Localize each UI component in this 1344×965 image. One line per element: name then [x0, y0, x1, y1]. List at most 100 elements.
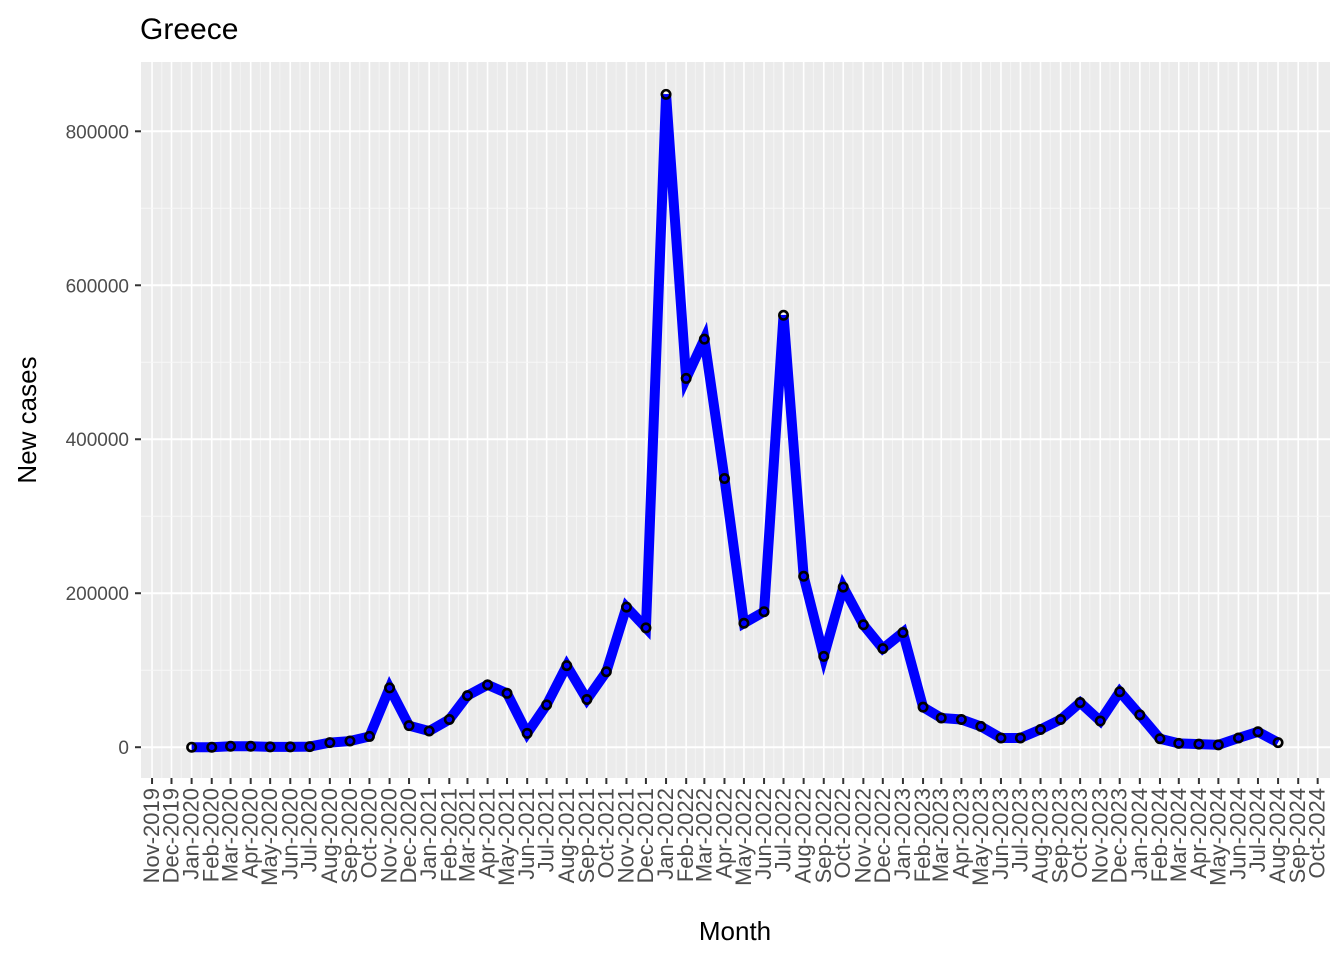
x-tick-label: Aug-2020 [317, 788, 342, 883]
y-major-gridlines [141, 130, 1330, 749]
y-axis: 0 200000 400000 600000 800000 [66, 122, 141, 759]
data-point [640, 622, 652, 634]
x-major-gridlines [151, 62, 1319, 778]
x-tick-label: Aug-2024 [1265, 788, 1290, 883]
data-point [738, 617, 750, 629]
x-tick-label: Nov-2021 [613, 788, 638, 883]
chart-title: Greece [140, 13, 238, 46]
data-point [837, 581, 849, 593]
data-point [975, 720, 987, 732]
x-tick-label: Jun-2022 [751, 788, 776, 880]
data-point [1173, 737, 1185, 749]
x-tick-label: Oct-2023 [1067, 788, 1092, 879]
x-tick-label: Nov-2020 [377, 788, 402, 883]
data-point [718, 473, 730, 485]
data-point [798, 570, 810, 582]
data-point [1252, 726, 1264, 738]
x-tick-label: Jul-2024 [1245, 788, 1270, 872]
data-point [600, 666, 612, 678]
data-point [857, 619, 869, 631]
data-point [680, 372, 692, 384]
data-point [264, 741, 276, 753]
data-point [443, 713, 455, 725]
x-tick-label: Jul-2023 [1007, 788, 1032, 872]
data-point [186, 741, 198, 753]
x-tick-label: May-2024 [1205, 788, 1230, 886]
x-tick-label: Dec-2020 [396, 788, 421, 883]
data-point [225, 740, 237, 752]
x-tick-label: Jun-2021 [514, 788, 539, 880]
y-tick-label: 800000 [66, 122, 129, 143]
data-point [698, 333, 710, 345]
y-tick-label: 400000 [66, 430, 129, 451]
x-tick-label: Dec-2023 [1107, 788, 1132, 883]
x-tick-label: Apr-2022 [711, 788, 736, 879]
data-point [1232, 732, 1244, 744]
x-minor-gridlines [161, 62, 1309, 778]
x-tick-label: Oct-2021 [593, 788, 618, 879]
data-point [1074, 697, 1086, 709]
data-point [561, 660, 573, 672]
data-point [660, 88, 672, 100]
x-axis: Nov-2019Dec-2019Jan-2020Feb-2020Mar-2020… [139, 778, 1330, 886]
x-tick-label: Apr-2021 [475, 788, 500, 879]
data-point [344, 735, 356, 747]
data-point [1272, 737, 1284, 749]
x-tick-label: Mar-2023 [928, 788, 953, 882]
x-tick-label: Aug-2023 [1028, 788, 1053, 883]
x-tick-label: May-2022 [731, 788, 756, 886]
x-tick-label: Jun-2020 [277, 788, 302, 880]
x-tick-label: Jan-2023 [890, 788, 915, 880]
y-tick-label: 0 [118, 738, 129, 759]
data-point [1055, 713, 1067, 725]
x-tick-label: Mar-2024 [1166, 788, 1191, 882]
data-point [206, 741, 218, 753]
x-tick-label: Apr-2020 [238, 788, 263, 879]
x-tick-label: Dec-2021 [633, 788, 658, 883]
data-point [581, 693, 593, 705]
x-tick-label: Nov-2022 [850, 788, 875, 883]
data-point [324, 737, 336, 749]
x-tick-label: Sep-2024 [1285, 788, 1310, 883]
x-tick-label: Sep-2020 [337, 788, 362, 883]
x-tick-label: Mar-2020 [218, 788, 243, 882]
x-tick-label: Sep-2023 [1048, 788, 1073, 883]
data-point [304, 741, 316, 753]
y-tick-label: 600000 [66, 276, 129, 297]
x-tick-label: Jun-2024 [1225, 788, 1250, 880]
data-point [778, 309, 790, 321]
data-point [1193, 738, 1205, 750]
y-axis-label: New cases [12, 356, 42, 483]
x-tick-label: Feb-2023 [910, 788, 935, 882]
data-point [363, 730, 375, 742]
x-tick-label: Aug-2022 [791, 788, 816, 883]
x-tick-label: Jan-2021 [416, 788, 441, 880]
x-tick-label: Jan-2022 [653, 788, 678, 880]
data-point [917, 701, 929, 713]
x-tick-label: Feb-2021 [436, 788, 461, 882]
data-point [423, 725, 435, 737]
x-tick-label: Oct-2020 [356, 788, 381, 879]
x-tick-label: Nov-2023 [1087, 788, 1112, 883]
x-tick-label: Feb-2020 [199, 788, 224, 882]
data-point [384, 682, 396, 694]
x-tick-label: Apr-2024 [1186, 788, 1211, 879]
x-tick-label: Jun-2023 [988, 788, 1013, 880]
data-point [1035, 723, 1047, 735]
x-tick-label: May-2020 [257, 788, 282, 886]
data-point [955, 713, 967, 725]
x-tick-label: Jan-2020 [179, 788, 204, 880]
data-point [897, 626, 909, 638]
data-points [186, 88, 1284, 753]
x-tick-label: Feb-2022 [673, 788, 698, 882]
data-point [1094, 715, 1106, 727]
data-point [620, 601, 632, 613]
data-point [245, 740, 257, 752]
x-tick-label: Nov-2019 [139, 788, 164, 883]
x-tick-label: Jul-2020 [297, 788, 322, 872]
data-point [521, 727, 533, 739]
x-tick-label: Oct-2022 [830, 788, 855, 879]
x-tick-label: Feb-2024 [1147, 788, 1172, 882]
